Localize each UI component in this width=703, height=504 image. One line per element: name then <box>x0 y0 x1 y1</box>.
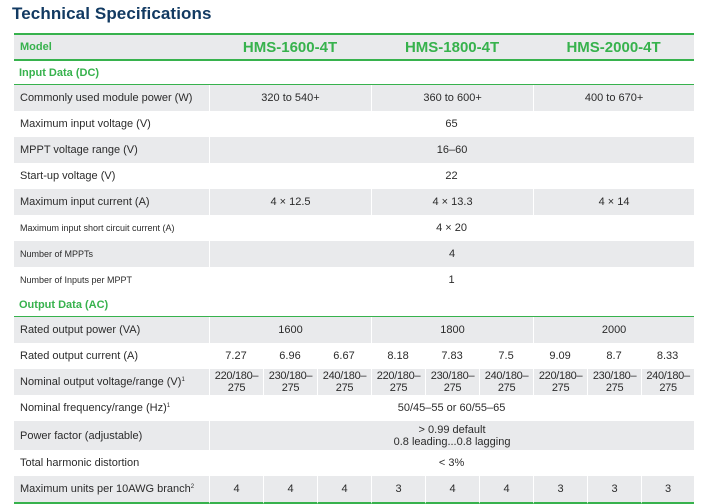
cell-value: 6.67 <box>317 343 372 369</box>
row-label: Maximum input short circuit current (A) <box>14 215 209 241</box>
model-label: Model <box>14 33 209 61</box>
cell-value: 65 <box>209 111 695 137</box>
cell-value: 4 <box>209 241 695 267</box>
cell-value: 9.09 <box>533 343 588 369</box>
row-label: Maximum input voltage (V) <box>14 111 209 137</box>
table-row: Start-up voltage (V) 22 <box>14 163 695 189</box>
footnote-marker: 1 <box>181 377 185 383</box>
footnote-marker: 1 <box>166 403 171 409</box>
model-header-row: Model HMS-1600-4T HMS-1800-4T HMS-2000-4… <box>14 33 695 61</box>
cell-value: 230/180–275 <box>263 369 317 395</box>
cell-value: 240/180–275 <box>641 369 695 395</box>
cell-value: 6.96 <box>263 343 317 369</box>
cell-value: 220/180–275 <box>533 369 588 395</box>
table-row: Rated output current (A) 7.27 6.96 6.67 … <box>14 343 695 369</box>
cell-value: 1800 <box>371 317 534 343</box>
cell-value: 3 <box>641 476 695 504</box>
cell-value: 240/180–275 <box>479 369 534 395</box>
cell-value: 1 <box>209 267 695 293</box>
row-label: MPPT voltage range (V) <box>14 137 209 163</box>
model-name: HMS-1600-4T <box>209 33 372 61</box>
cell-value: 230/180–275 <box>425 369 480 395</box>
cell-value: 360 to 600+ <box>371 85 534 111</box>
cell-value: 4 × 13.3 <box>371 189 534 215</box>
cell-value: 4 × 14 <box>533 189 695 215</box>
cell-value: 7.5 <box>479 343 534 369</box>
cell-value: 220/180–275 <box>209 369 263 395</box>
cell-value: 400 to 670+ <box>533 85 695 111</box>
cell-value: 320 to 540+ <box>209 85 372 111</box>
row-label: Start-up voltage (V) <box>14 163 209 189</box>
row-label: Number of MPPTs <box>14 241 209 267</box>
row-label: Nominal output voltage/range (V)1 <box>14 369 209 395</box>
table-row: Commonly used module power (W) 320 to 54… <box>14 85 695 111</box>
row-label-text: Nominal output voltage/range (V) <box>20 376 182 388</box>
cell-value: 4 × 12.5 <box>209 189 372 215</box>
row-label: Rated output power (VA) <box>14 317 209 343</box>
row-label: Maximum input current (A) <box>14 189 209 215</box>
section-title: Output Data (AC) <box>14 293 695 317</box>
row-label: Rated output current (A) <box>14 343 209 369</box>
model-name: HMS-2000-4T <box>533 33 695 61</box>
row-label: Number of Inputs per MPPT <box>14 267 209 293</box>
table-row: MPPT voltage range (V) 16–60 <box>14 137 695 163</box>
cell-value: 230/180–275 <box>587 369 642 395</box>
row-label-text: Maximum units per 10AWG branch <box>20 483 191 495</box>
cell-value: 16–60 <box>209 137 695 163</box>
cell-value: 8.18 <box>371 343 426 369</box>
power-factor-range: 0.8 leading...0.8 lagging <box>393 435 511 448</box>
cell-value: 1600 <box>209 317 372 343</box>
table-row: Number of Inputs per MPPT 1 <box>14 267 695 293</box>
cell-value: < 3% <box>209 450 695 476</box>
table-row: Nominal frequency/range (Hz)1 50/45–55 o… <box>14 395 695 421</box>
cell-value: 8.7 <box>587 343 642 369</box>
row-label: Nominal frequency/range (Hz)1 <box>14 395 209 421</box>
model-name: HMS-1800-4T <box>371 33 534 61</box>
row-label-text: Nominal frequency/range (Hz) <box>20 402 167 414</box>
section-header-input: Input Data (DC) <box>14 61 695 85</box>
table-row: Number of MPPTs 4 <box>14 241 695 267</box>
table-row: Nominal output voltage/range (V)1 220/18… <box>14 369 695 395</box>
row-label: Power factor (adjustable) <box>14 421 209 450</box>
spec-table: Model HMS-1600-4T HMS-1800-4T HMS-2000-4… <box>14 33 695 504</box>
cell-value: 7.83 <box>425 343 480 369</box>
table-row: Maximum input short circuit current (A) … <box>14 215 695 241</box>
power-factor-default: > 0.99 default <box>418 423 486 436</box>
table-row: Maximum input current (A) 4 × 12.5 4 × 1… <box>14 189 695 215</box>
table-row: Power factor (adjustable) > 0.99 default… <box>14 421 695 450</box>
cell-value: 50/45–55 or 60/55–65 <box>209 395 695 421</box>
cell-value: 2000 <box>533 317 695 343</box>
page-title: Technical Specifications <box>12 4 212 23</box>
table-row: Total harmonic distortion < 3% <box>14 450 695 476</box>
table-row: Maximum input voltage (V) 65 <box>14 111 695 137</box>
row-label: Total harmonic distortion <box>14 450 209 476</box>
row-label: Commonly used module power (W) <box>14 85 209 111</box>
cell-value: 4 × 20 <box>209 215 695 241</box>
section-title: Input Data (DC) <box>14 61 695 85</box>
cell-value: 7.27 <box>209 343 263 369</box>
cell-value: 220/180–275 <box>371 369 426 395</box>
cell-value: 22 <box>209 163 695 189</box>
cell-value: 8.33 <box>641 343 695 369</box>
cell-value: > 0.99 default 0.8 leading...0.8 lagging <box>209 421 695 450</box>
section-header-output: Output Data (AC) <box>14 293 695 317</box>
footnote-marker: 2 <box>190 484 195 490</box>
table-row: Rated output power (VA) 1600 1800 2000 <box>14 317 695 343</box>
cell-value: 240/180–275 <box>317 369 372 395</box>
